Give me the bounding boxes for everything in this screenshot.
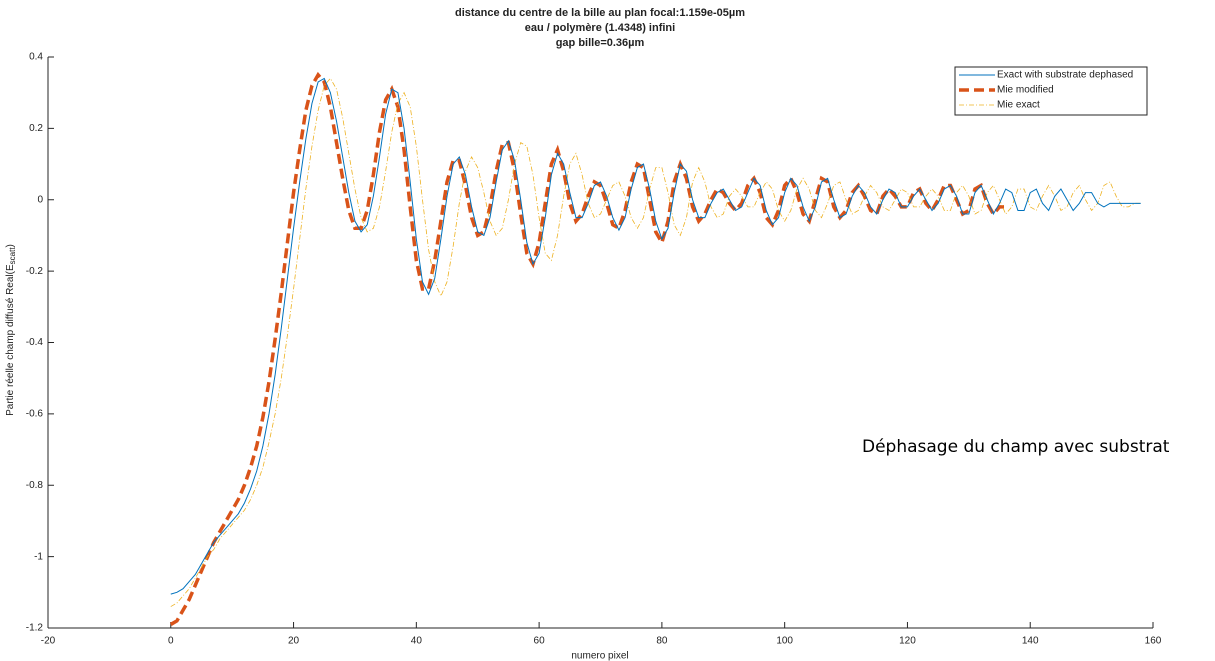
series-line bbox=[169, 71, 1006, 626]
y-tick-label: -0.8 bbox=[26, 480, 44, 491]
legend-label: Exact with substrate dephased bbox=[997, 70, 1133, 81]
x-tick-label: 20 bbox=[288, 636, 300, 647]
legend-label: Mie modified bbox=[997, 85, 1054, 96]
y-axis-label-end: ) bbox=[5, 244, 16, 247]
y-tick-label: -1.2 bbox=[26, 623, 44, 634]
x-tick-label: -20 bbox=[41, 636, 56, 647]
x-tick-label: 80 bbox=[656, 636, 668, 647]
annotation: Déphasage du champ avec substrat bbox=[862, 437, 1170, 457]
series-line bbox=[170, 77, 1141, 595]
series-line bbox=[170, 77, 1141, 607]
x-axis-label: numero pixel bbox=[571, 651, 628, 661]
x-tick-label: 60 bbox=[534, 636, 546, 647]
x-tick-label: 100 bbox=[776, 636, 793, 647]
x-tick-label: 40 bbox=[411, 636, 423, 647]
y-axis-label: Partie réelle champ diffusé Real(Escatt) bbox=[5, 244, 17, 416]
x-tick-label: 140 bbox=[1022, 636, 1039, 647]
x-tick-label: 120 bbox=[899, 636, 916, 647]
y-tick-label: 0 bbox=[37, 194, 43, 205]
y-axis-label-sub: scatt bbox=[8, 247, 17, 265]
y-tick-label: -0.4 bbox=[26, 337, 44, 348]
legend-label: Mie exact bbox=[997, 100, 1040, 111]
title-line: eau / polymère (1.4348) infini bbox=[525, 22, 675, 34]
x-tick-label: 160 bbox=[1145, 636, 1162, 647]
title-line: gap bille=0.36µm bbox=[556, 37, 645, 49]
y-tick-label: -1 bbox=[34, 551, 43, 562]
y-tick-label: -0.2 bbox=[26, 266, 44, 277]
y-axis-label-text: Partie réelle champ diffusé Real(E bbox=[5, 264, 16, 416]
title-line: distance du centre de la bille au plan f… bbox=[455, 7, 745, 19]
y-tick-label: 0.4 bbox=[29, 52, 43, 63]
x-tick-label: 0 bbox=[168, 636, 174, 647]
y-tick-label: 0.2 bbox=[29, 123, 43, 134]
y-tick-label: -0.6 bbox=[26, 409, 44, 420]
